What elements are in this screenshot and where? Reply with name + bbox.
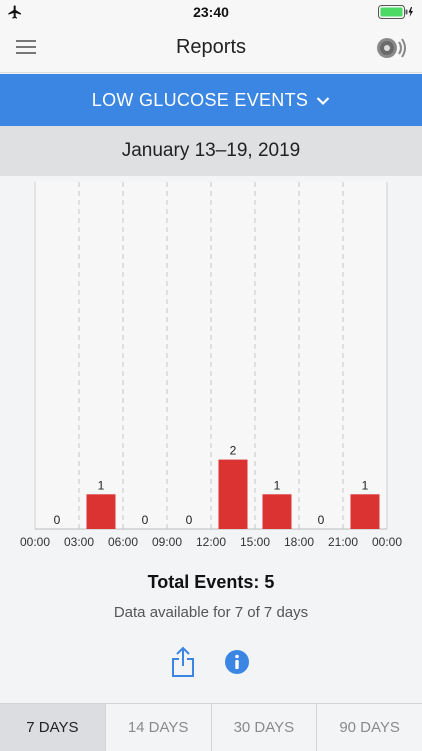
data-label-6: 0 xyxy=(318,513,325,527)
range-tabs: 7 DAYS 14 DAYS 30 DAYS 90 DAYS xyxy=(0,703,422,751)
tab-7-days[interactable]: 7 DAYS xyxy=(0,704,105,751)
tab-14-days[interactable]: 14 DAYS xyxy=(104,704,211,751)
menu-icon[interactable] xyxy=(16,39,36,55)
data-label-4: 2 xyxy=(230,444,237,458)
x-tick-label-2: 06:00 xyxy=(108,535,138,549)
bar-1 xyxy=(86,494,116,529)
x-tick-label-6: 18:00 xyxy=(284,535,314,549)
report-type-dropdown[interactable]: LOW GLUCOSE EVENTS xyxy=(0,74,422,126)
airplane-icon xyxy=(8,5,21,19)
x-tick-label-7: 21:00 xyxy=(328,535,358,549)
page-title: Reports xyxy=(175,36,247,58)
status-bar: 23:40 xyxy=(0,0,422,24)
status-time: 23:40 xyxy=(193,4,229,20)
battery-icon xyxy=(378,5,413,19)
data-label-3: 0 xyxy=(186,513,193,527)
chevron-down-icon xyxy=(316,97,330,106)
sensor-icon[interactable] xyxy=(376,36,406,60)
data-label-2: 0 xyxy=(142,513,149,527)
tab-30-days[interactable]: 30 DAYS xyxy=(210,704,317,751)
x-tick-label-5: 15:00 xyxy=(240,535,270,549)
share-icon[interactable] xyxy=(171,646,195,678)
nav-bar: Reports xyxy=(0,24,422,73)
x-tick-label-0: 00:00 xyxy=(20,535,50,549)
date-range: January 13–19, 2019 xyxy=(0,126,422,176)
data-label-0: 0 xyxy=(54,513,61,527)
tab-90-days[interactable]: 90 DAYS xyxy=(316,704,422,751)
x-tick-label-4: 12:00 xyxy=(196,535,226,549)
data-label-5: 1 xyxy=(274,478,281,492)
low-glucose-chart: 0 1 0 0 2 1 0 1 00:00 03:00 06:00 09:00 12:00 15:00 18… xyxy=(20,182,402,549)
x-tick-label-1: 03:00 xyxy=(64,535,94,549)
data-label-1: 1 xyxy=(98,478,105,492)
bar-7 xyxy=(350,494,380,529)
report-type-label: LOW GLUCOSE EVENTS xyxy=(91,89,309,110)
total-events: Total Events: 5 xyxy=(147,572,275,592)
info-icon[interactable] xyxy=(225,650,249,674)
data-availability: Data available for 7 of 7 days xyxy=(113,604,309,621)
x-tick-label-8: 00:00 xyxy=(372,535,402,549)
x-tick-label-3: 09:00 xyxy=(152,535,182,549)
bar-4 xyxy=(218,459,248,529)
data-label-7: 1 xyxy=(362,478,369,492)
bar-5 xyxy=(262,494,292,529)
